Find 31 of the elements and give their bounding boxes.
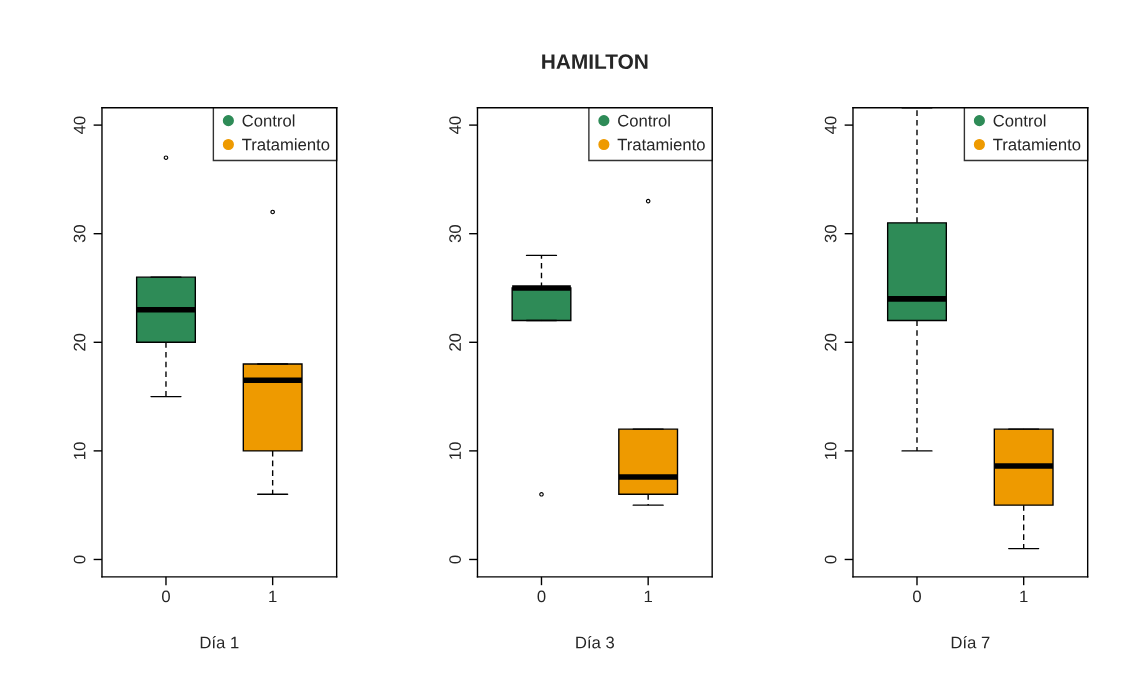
y-tick-label: 30 bbox=[449, 225, 461, 243]
x-tick-label: 1 bbox=[1020, 590, 1028, 603]
y-tick-label: 0 bbox=[73, 555, 86, 564]
y-tick-label: 10 bbox=[824, 442, 837, 459]
legend-label: Tratamiento bbox=[242, 138, 330, 151]
x-tick-label: 1 bbox=[644, 590, 652, 603]
legend-label: Tratamiento bbox=[993, 138, 1081, 151]
y-tick-label: 0 bbox=[449, 555, 461, 564]
x-tick-label: 0 bbox=[537, 590, 546, 603]
x-tick-label: 0 bbox=[161, 590, 170, 603]
y-tick-label: 20 bbox=[824, 333, 837, 351]
legend-label: Control bbox=[242, 114, 295, 127]
y-tick-label: 30 bbox=[824, 225, 837, 243]
legend-label: Control bbox=[993, 114, 1046, 127]
y-tick-label: 10 bbox=[73, 442, 86, 459]
x-tick-label: 1 bbox=[269, 590, 277, 603]
legend-label: Control bbox=[618, 114, 670, 127]
y-tick-label: 20 bbox=[73, 333, 86, 351]
y-tick-label: 40 bbox=[449, 116, 461, 134]
y-tick-label: 40 bbox=[824, 116, 837, 134]
x-tick-label: 0 bbox=[913, 590, 921, 603]
legend-label: Tratamiento bbox=[617, 138, 705, 151]
x-axis-title: Día 1 bbox=[200, 635, 239, 649]
x-axis-title: Día 3 bbox=[576, 635, 615, 649]
x-axis-title: Día 7 bbox=[951, 635, 990, 649]
y-tick-label: 0 bbox=[824, 555, 837, 564]
y-tick-label: 20 bbox=[449, 333, 461, 351]
chart-title: HAMILTON bbox=[542, 54, 648, 70]
y-tick-label: 40 bbox=[73, 116, 86, 134]
y-tick-label: 30 bbox=[73, 225, 86, 243]
y-tick-label: 10 bbox=[449, 442, 461, 459]
